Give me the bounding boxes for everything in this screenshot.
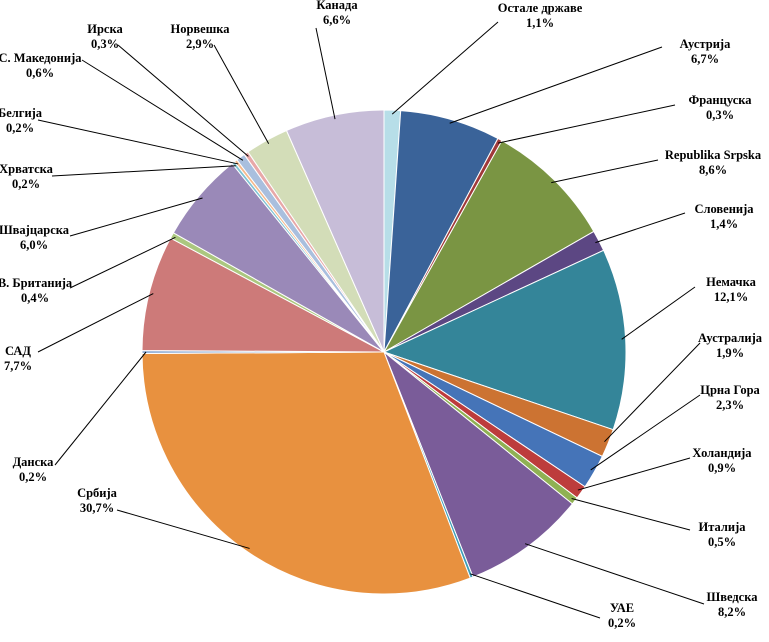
leader-line (69, 197, 203, 237)
pie-slices (141, 109, 627, 595)
slice-label: С. Македонија (0, 51, 82, 65)
slice-percent-label: 0,9% (708, 461, 736, 475)
slice-percent-label: 0,5% (708, 535, 736, 549)
leader-line (577, 457, 691, 491)
slice-percent-label: 1,1% (526, 16, 554, 30)
slice-label: Хрватска (0, 162, 54, 176)
slice-percent-label: 7,7% (4, 359, 32, 373)
slice-label: Француска (688, 93, 752, 107)
leader-line (54, 351, 147, 466)
slice-label: Немачка (706, 275, 757, 289)
slice-percent-label: 2,3% (716, 398, 744, 412)
slice-label: Норвешка (170, 22, 230, 36)
slice-label: В. Британија (0, 276, 73, 290)
leader-line (497, 104, 676, 144)
slice-percent-label: 0,2% (608, 616, 636, 630)
leader-line (571, 497, 691, 531)
slice-label: Канада (316, 0, 358, 12)
leader-line (595, 212, 686, 244)
leader-line (391, 21, 499, 115)
slice-percent-label: 0,2% (12, 177, 40, 191)
slice-label: Швајцарска (0, 223, 70, 237)
pie-slice (141, 237, 385, 353)
leader-line (37, 293, 154, 353)
slice-percent-label: 6,0% (20, 238, 48, 252)
slice-label: Republika Srpska (665, 148, 762, 162)
slice-label: Италија (698, 520, 746, 534)
leader-line (116, 509, 250, 549)
slice-percent-label: 0,4% (21, 291, 49, 305)
pie-labels: Остале државе1,1%Аустрија6,7%Француска0,… (0, 0, 763, 630)
slice-percent-label: 2,9% (186, 37, 214, 51)
slice-percent-label: 0,3% (91, 37, 119, 51)
leader-line (117, 44, 249, 157)
slice-label: Црна Гора (700, 383, 760, 397)
leader-line (551, 159, 659, 184)
slice-percent-label: 0,2% (6, 121, 34, 135)
leader-line (51, 165, 236, 177)
leader-line (621, 286, 696, 340)
slice-percent-label: 12,1% (714, 290, 748, 304)
slice-percent-label: 0,2% (19, 470, 47, 484)
slice-label: Ирска (87, 22, 123, 36)
leader-lines (37, 21, 705, 619)
slice-label: Белгија (0, 106, 43, 120)
slice-label: Остале државе (498, 1, 583, 15)
slice-percent-label: 0,3% (706, 108, 734, 122)
slice-label: САД (5, 344, 31, 358)
leader-line (590, 394, 701, 471)
leader-line (37, 119, 239, 165)
slice-label: Србија (77, 486, 118, 500)
leader-line (315, 27, 336, 120)
leader-line (604, 342, 701, 443)
pie-slice (382, 350, 574, 578)
slice-percent-label: 0,6% (26, 66, 54, 80)
slice-label: Шведска (707, 590, 759, 604)
pie-slice (382, 139, 595, 354)
leader-line (470, 573, 601, 619)
slice-label: Данска (13, 455, 55, 469)
slice-percent-label: 8,2% (718, 605, 746, 619)
slice-percent-label: 1,9% (716, 346, 744, 360)
slice-percent-label: 30,7% (80, 501, 114, 515)
slice-label: Холандија (692, 446, 752, 460)
slice-label: Аустрија (680, 37, 731, 51)
slice-label: Аустралија (698, 331, 763, 345)
pie-slice (382, 249, 627, 431)
slice-percent-label: 1,4% (710, 217, 738, 231)
slice-percent-label: 6,7% (691, 52, 719, 66)
slice-percent-label: 6,6% (323, 13, 351, 27)
slice-label: УАЕ (610, 601, 634, 615)
leader-line (81, 59, 244, 161)
leader-line (69, 236, 176, 289)
leader-line (449, 46, 663, 124)
leader-line (524, 543, 705, 605)
leader-line (213, 44, 270, 145)
slice-label: Словенија (694, 202, 754, 216)
slice-percent-label: 8,6% (699, 163, 727, 177)
pie-slice (141, 351, 471, 595)
